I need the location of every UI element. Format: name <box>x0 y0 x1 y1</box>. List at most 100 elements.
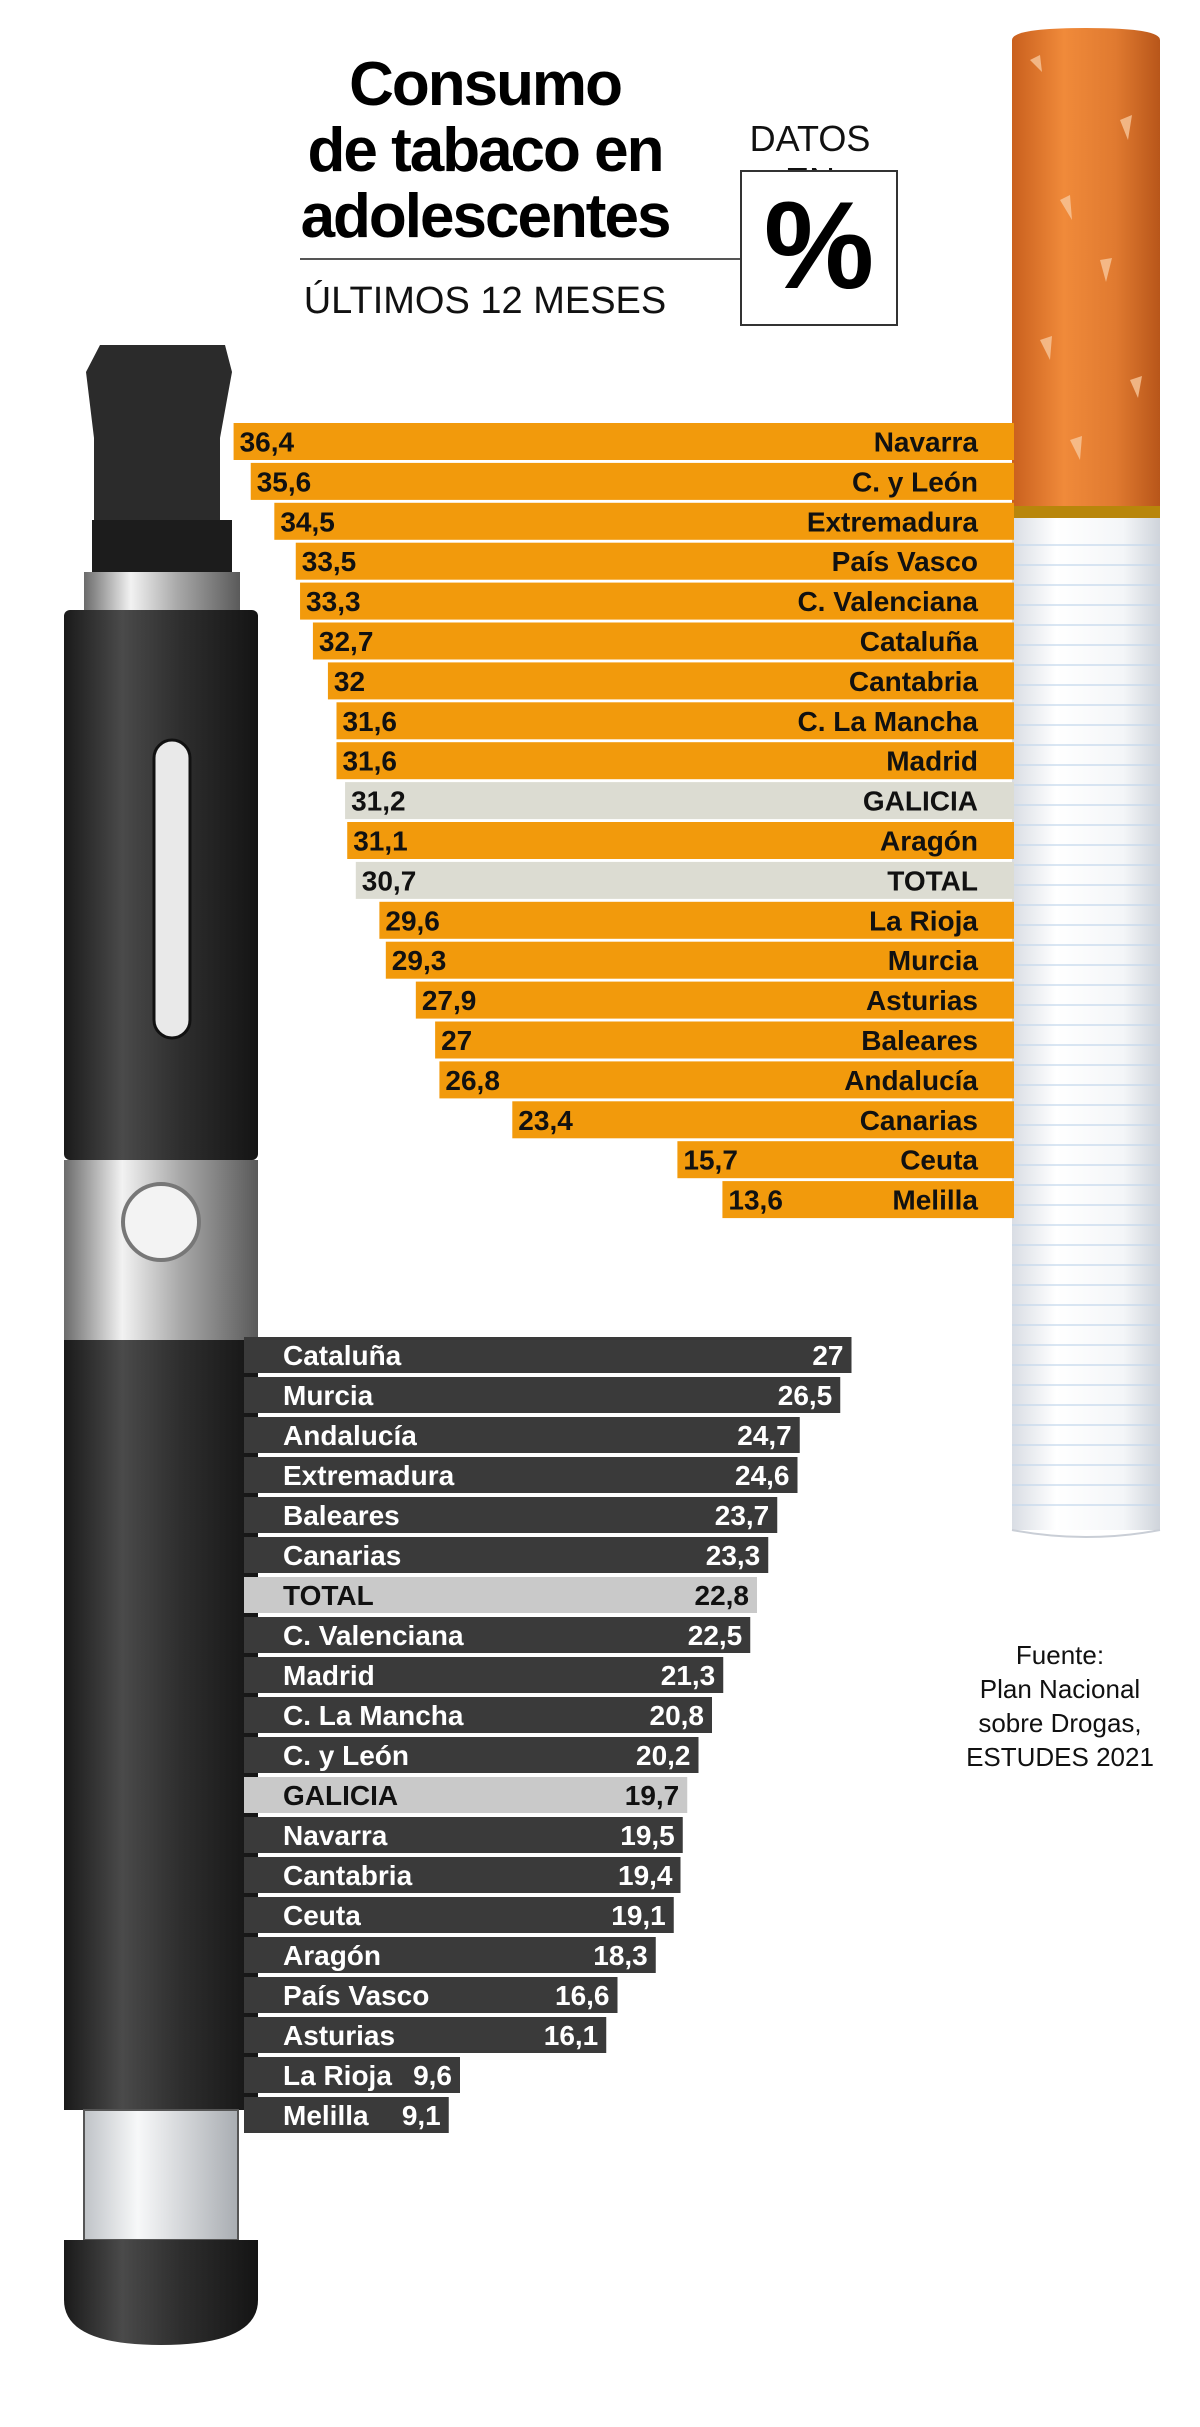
bar <box>244 1737 699 1773</box>
bar-group-c-y-leon: C. y León 20,2 <box>244 1737 699 1773</box>
value-label: 23,3 <box>706 1540 761 1571</box>
bar <box>244 1657 724 1693</box>
category-label: Murcia <box>888 945 979 976</box>
bar-group-navarra: 36,4 Navarra <box>233 423 1015 460</box>
value-label: 36,4 <box>240 427 295 458</box>
value-label: 16,1 <box>544 2020 599 2051</box>
bar <box>233 423 1015 460</box>
value-label: 16,6 <box>555 1980 610 2011</box>
value-label: 31,2 <box>351 786 406 817</box>
category-label: C. La Mancha <box>283 1700 464 1731</box>
bar-group-c-valenciana: C. Valenciana 22,5 <box>244 1617 751 1653</box>
bar <box>722 1181 1014 1219</box>
bar <box>274 502 1014 540</box>
source-note: Fuente: Plan Nacional sobre Drogas, ESTU… <box>950 1638 1170 1774</box>
value-label: 26,5 <box>778 1380 833 1411</box>
value-label: 9,1 <box>402 2100 441 2131</box>
bar <box>336 742 1015 780</box>
category-label: GALICIA <box>283 1780 398 1811</box>
bar-group-cantabria: Cantabria 19,4 <box>244 1857 681 1893</box>
category-label: Ceuta <box>900 1145 978 1176</box>
value-label: 29,6 <box>385 905 440 936</box>
bar-group-c-la-mancha: 31,6 C. La Mancha <box>336 702 1015 740</box>
bar <box>512 1101 1014 1139</box>
bar-group-baleares: Baleares 23,7 <box>244 1497 778 1533</box>
bar-group-cantabria: 32 Cantabria <box>327 662 1014 700</box>
category-label: C. Valenciana <box>283 1620 464 1651</box>
value-label: 22,8 <box>695 1580 750 1611</box>
value-label: 30,7 <box>362 865 417 896</box>
category-label: Extremadura <box>283 1460 455 1491</box>
source-line-2: Plan Nacional <box>979 1674 1141 1704</box>
bar-group-murcia: 29,3 Murcia <box>385 941 1015 979</box>
category-label: Melilla <box>283 2100 369 2131</box>
bar-group-murcia: Murcia 26,5 <box>244 1377 841 1413</box>
percent-box: % <box>740 170 898 326</box>
bar-group-melilla: Melilla 9,1 <box>244 2097 449 2133</box>
bar-group-asturias: 27,9 Asturias <box>415 981 1015 1019</box>
category-label: La Rioja <box>869 905 978 936</box>
category-label: Murcia <box>283 1380 374 1411</box>
value-label: 33,3 <box>306 586 361 617</box>
value-label: 20,8 <box>650 1700 705 1731</box>
value-label: 27,9 <box>422 985 477 1016</box>
bar <box>347 822 1014 859</box>
category-label: Andalucía <box>283 1420 417 1451</box>
bar-group-pais-vasco: País Vasco 16,6 <box>244 1977 618 2013</box>
bar <box>244 2097 449 2133</box>
bar <box>244 2057 460 2093</box>
bar <box>355 861 1014 899</box>
bar-group-aragon: 31,1 Aragón <box>347 822 1014 859</box>
bar <box>295 542 1014 580</box>
bar-group-baleares: 27 Baleares <box>435 1021 1014 1059</box>
value-label: 20,2 <box>636 1740 691 1771</box>
bar-group-pais-vasco: 33,5 País Vasco <box>295 542 1014 580</box>
category-label: GALICIA <box>863 786 978 817</box>
bar-group-total: 30,7 TOTAL <box>355 861 1014 899</box>
value-label: 23,7 <box>715 1500 770 1531</box>
subtitle: ÚLTIMOS 12 MESES <box>303 280 667 322</box>
bar <box>415 981 1015 1019</box>
title-divider <box>300 258 740 260</box>
bar-group-extremadura: 34,5 Extremadura <box>274 502 1014 540</box>
category-label: Melilla <box>892 1185 978 1216</box>
bar <box>244 1817 683 1853</box>
cigarette-paper-lines <box>1012 544 1160 1506</box>
bar-group-cataluna: 32,7 Cataluña <box>312 622 1014 660</box>
e-cigarette-illustration <box>64 345 258 2345</box>
bar-group-c-valenciana: 33,3 C. Valenciana <box>300 582 1015 620</box>
bar <box>244 1897 674 1933</box>
value-label: 26,8 <box>445 1065 500 1096</box>
source-line-3: sobre Drogas, <box>978 1708 1142 1738</box>
title-line-3: adolescentes <box>300 182 672 251</box>
value-label: 27 <box>812 1340 843 1371</box>
chart-title: Consumo de tabaco en adolescentes <box>290 52 680 250</box>
bar-group-galicia: 31,2 GALICIA <box>345 782 1014 820</box>
value-label: 9,6 <box>413 2060 452 2091</box>
bar <box>244 1457 798 1493</box>
bar <box>336 702 1015 740</box>
category-label: Extremadura <box>807 506 979 537</box>
category-label: TOTAL <box>887 865 978 896</box>
value-label: 33,5 <box>302 546 357 577</box>
bar <box>244 1857 681 1893</box>
category-label: Madrid <box>283 1660 375 1691</box>
category-label: Cantabria <box>849 666 979 697</box>
category-label: Cataluña <box>860 626 979 657</box>
value-label: 34,5 <box>280 506 335 537</box>
category-label: Ceuta <box>283 1900 361 1931</box>
value-label: 18,3 <box>593 1940 648 1971</box>
bar <box>244 1537 769 1573</box>
bar <box>244 1977 618 2013</box>
bar <box>379 901 1015 939</box>
category-label: Navarra <box>283 1820 388 1851</box>
percent-symbol: % <box>763 177 875 315</box>
title-line-1: Consumo <box>349 50 623 119</box>
bar <box>250 462 1015 500</box>
category-label: La Rioja <box>283 2060 392 2091</box>
bar <box>244 1617 751 1653</box>
bar <box>677 1141 1014 1179</box>
bar <box>244 1937 656 1973</box>
